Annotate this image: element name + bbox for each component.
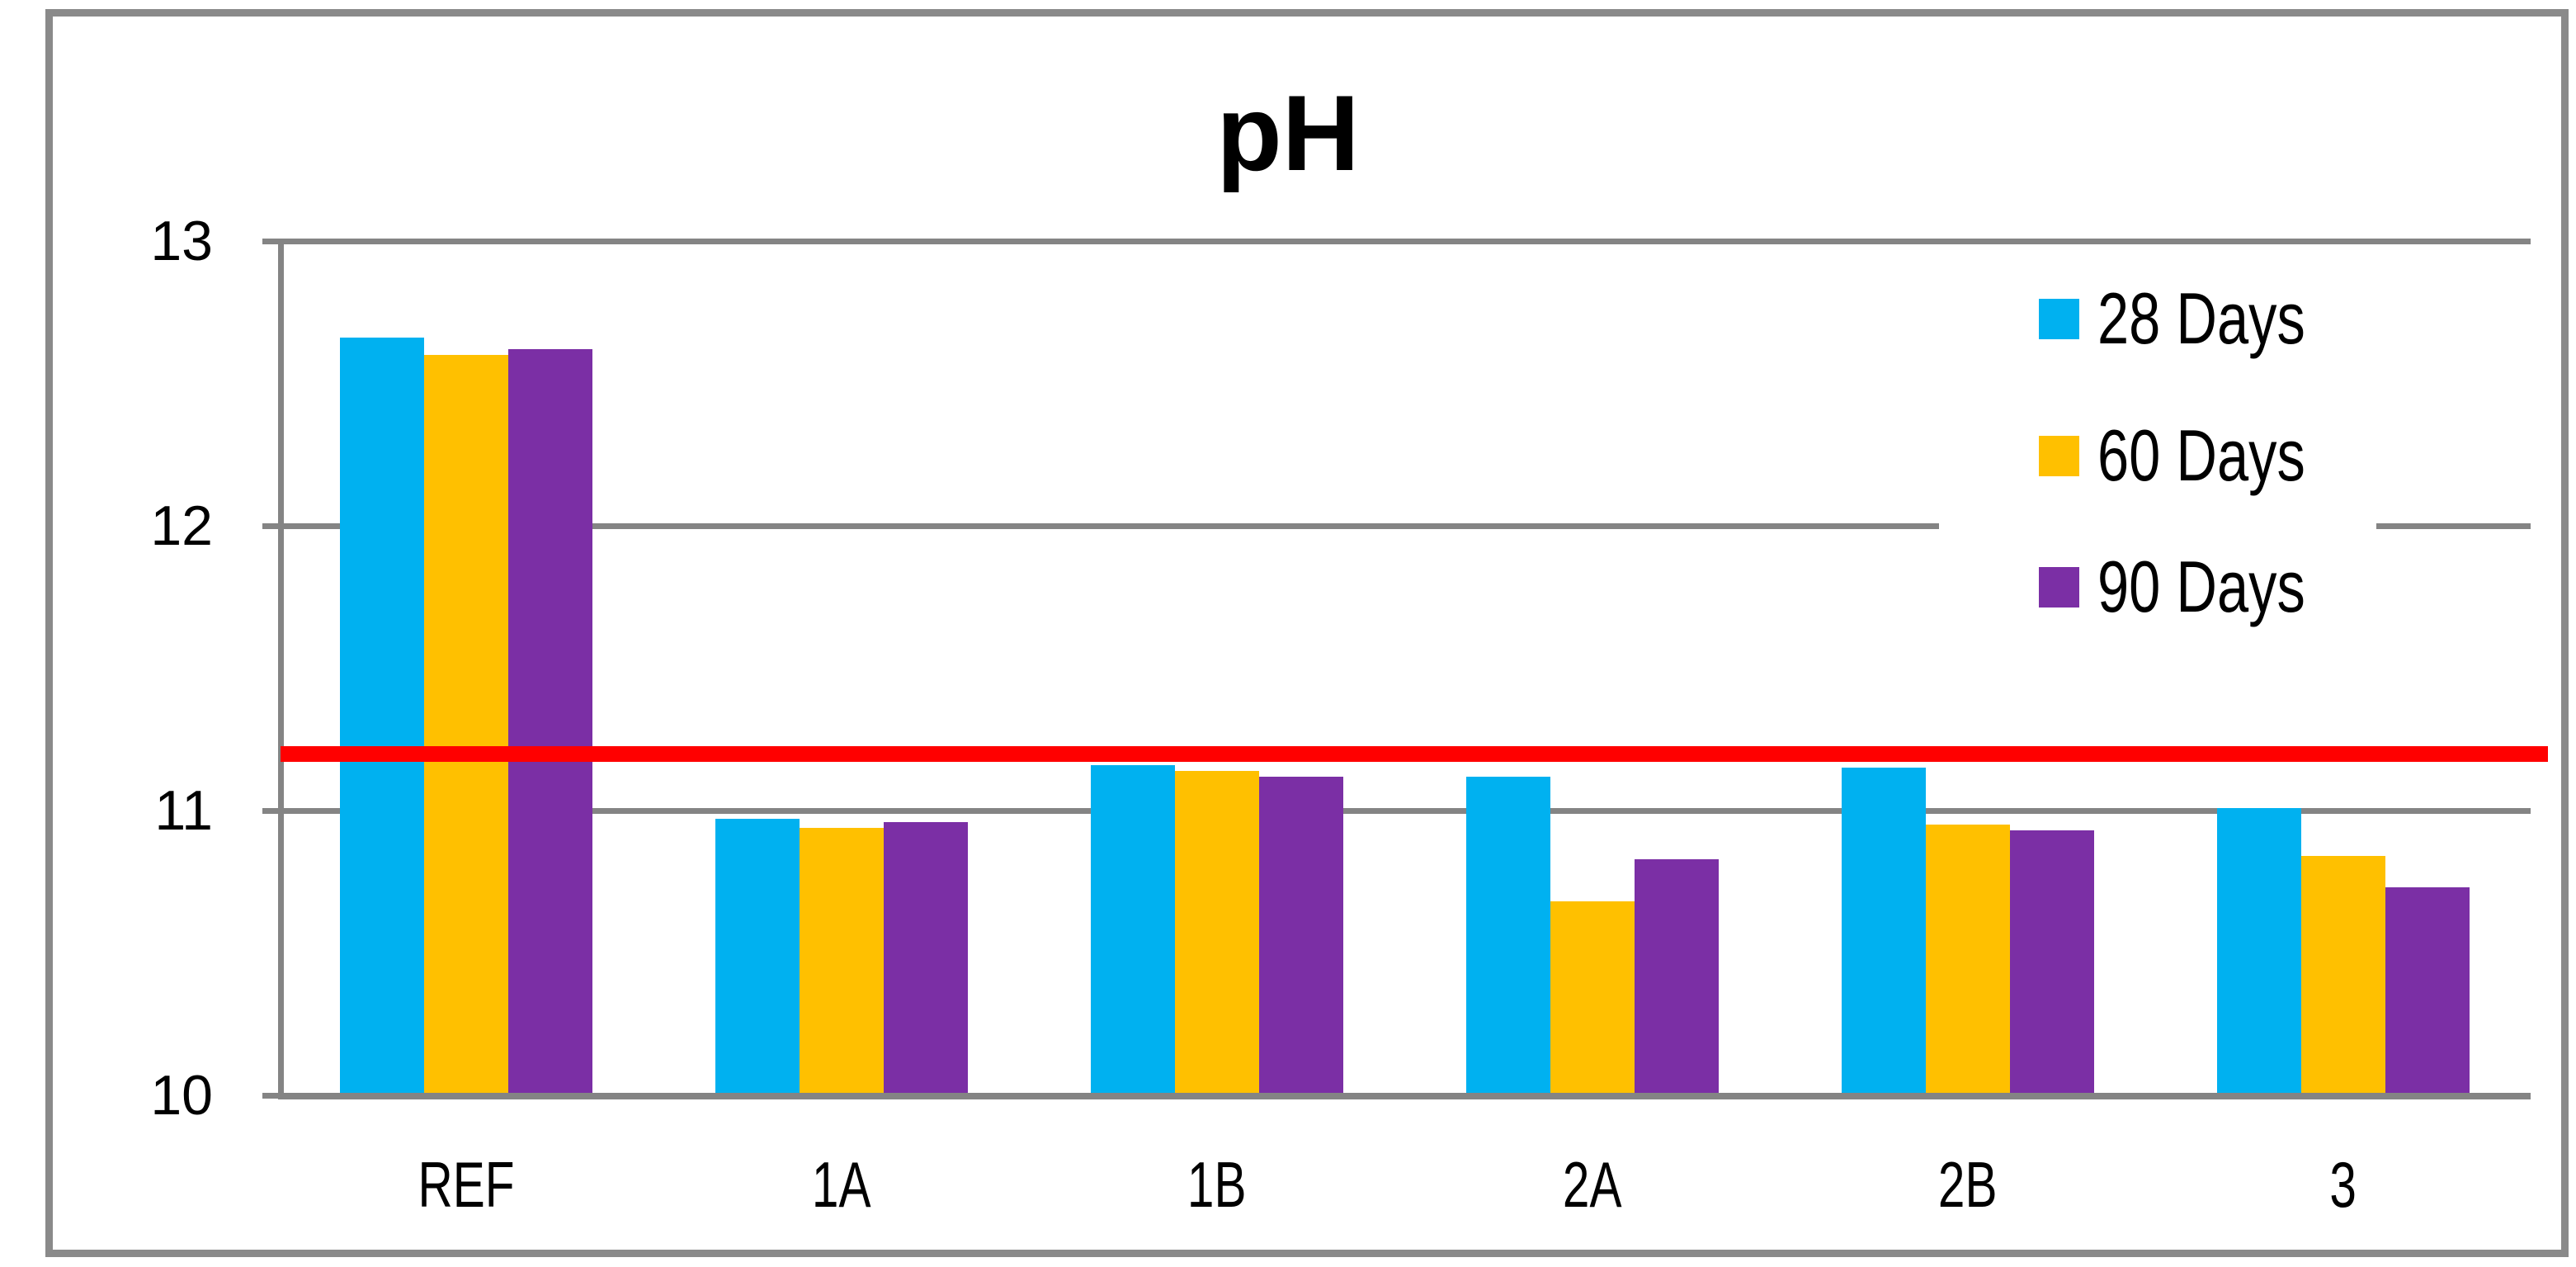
bar-1a-90-days [884,822,968,1095]
bar-ref-28-days [340,338,424,1095]
figure-frame [45,9,2569,1257]
x-tick-label-ref: REF [278,1143,653,1226]
bar-2a-28-days [1466,777,1550,1095]
bar-1a-28-days [715,819,800,1095]
gridline-y-11 [278,808,2531,814]
bar-1a-60-days [800,828,884,1095]
x-tick-label-text: REF [418,1147,514,1221]
bar-2b-90-days [2010,830,2094,1095]
x-tick-label-text: 2B [1937,1147,1998,1221]
x-axis-line [278,1093,2531,1099]
x-tick-label-text: 1A [811,1147,871,1221]
bar-2a-60-days [1550,901,1635,1095]
y-axis-tick-13 [262,239,278,244]
bar-1b-28-days [1091,765,1175,1095]
y-tick-label-10: 10 [150,1064,213,1127]
x-tick-label-1b: 1B [1029,1143,1404,1226]
bar-2a-90-days [1635,859,1719,1095]
y-axis-line [278,239,284,1099]
x-tick-label-1a: 1A [653,1143,1029,1226]
y-tick-label-11: 11 [154,779,213,842]
bar-ref-60-days [424,355,508,1095]
x-tick-label-text: 1B [1187,1147,1247,1221]
legend: 28 Days 60 Days 90 Days [1939,277,2376,631]
legend-label-90-days: 90 Days [2097,546,2305,627]
bar-2b-60-days [1926,825,2010,1095]
y-axis-tick-11 [262,808,278,814]
legend-swatch-60-days [2039,435,2079,476]
gridline-y-12 [278,523,2531,529]
x-tick-label-2a: 2A [1404,1143,1780,1226]
reference-line [281,746,2548,762]
bar-3-90-days [2385,887,2470,1095]
x-tick-label-text: 2A [1562,1147,1622,1221]
legend-swatch-90-days [2039,566,2079,607]
bar-3-60-days [2301,856,2385,1095]
gridline-y-13 [278,239,2531,244]
y-axis-tick-10 [262,1093,278,1099]
x-tick-label-3: 3 [2155,1143,2531,1226]
bar-3-28-days [2217,808,2301,1095]
legend-item-90-days: 90 Days [2039,546,2364,627]
bar-1b-90-days [1259,777,1343,1095]
y-tick-label-13: 13 [150,210,213,272]
bar-2b-28-days [1842,768,1926,1095]
x-tick-label-2b: 2B [1780,1143,2155,1226]
legend-label-60-days: 60 Days [2097,414,2305,496]
legend-swatch-28-days [2039,298,2079,339]
legend-item-28-days: 28 Days [2039,277,2364,359]
y-tick-label-12: 12 [150,494,213,557]
legend-item-60-days: 60 Days [2039,414,2364,496]
x-tick-label-text: 3 [2329,1147,2357,1221]
chart-title: pH [1216,73,1360,193]
legend-label-28-days: 28 Days [2097,277,2305,359]
bar-ref-90-days [508,349,592,1095]
y-axis-tick-12 [262,523,278,529]
bar-1b-60-days [1175,771,1259,1095]
